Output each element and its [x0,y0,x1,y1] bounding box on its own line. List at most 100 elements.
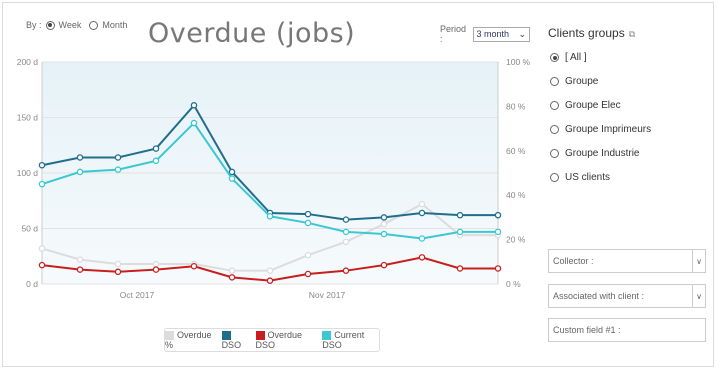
data-point[interactable] [228,267,236,274]
month-label[interactable]: Month [102,20,128,30]
group-radio[interactable] [550,173,559,182]
filter-field[interactable]: Collector : ∨ [548,249,706,273]
y-right-tick-label: 60 % [506,146,526,156]
legend-label: Current DSO [322,329,365,351]
group-option[interactable]: Groupe Imprimeurs [550,124,651,148]
data-point[interactable] [380,220,388,228]
data-point[interactable] [228,168,236,176]
groups-list: [ All ] Groupe Groupe Elec Groupe Imprimeur… [550,52,651,196]
data-point[interactable] [266,277,274,284]
panel-title: Clients groups ⧉ [548,26,635,40]
data-point[interactable] [304,210,312,218]
legend-item[interactable]: Current DSO [322,330,379,350]
data-point[interactable] [38,245,46,252]
group-label: [ All ] [565,52,587,63]
y-right-tick-label: 20 % [506,235,526,245]
group-radio[interactable] [550,101,559,110]
data-point[interactable] [76,154,84,161]
data-point[interactable] [114,260,122,268]
data-point[interactable] [152,157,160,165]
data-point[interactable] [190,262,198,270]
filter-label: Custom field #1 : [553,325,621,335]
data-point[interactable] [380,214,388,221]
data-point[interactable] [418,209,426,217]
legend-swatch [255,331,265,341]
data-point[interactable] [228,175,236,182]
legend-swatch [221,331,231,341]
data-point[interactable] [152,260,160,268]
group-option[interactable]: Groupe Elec [550,100,651,124]
data-point[interactable] [76,256,84,263]
data-point[interactable] [190,119,198,127]
filter-label: Associated with client : [553,291,645,301]
y-right-tick-label: 40 % [506,190,526,200]
data-point[interactable] [190,102,198,109]
data-point[interactable] [114,166,122,173]
group-option[interactable]: US clients [550,172,651,196]
data-point[interactable] [38,180,46,188]
data-point[interactable] [342,216,350,223]
data-point[interactable] [418,254,426,261]
data-point[interactable] [342,267,350,274]
group-option[interactable]: [ All ] [550,52,651,76]
legend-swatch [165,331,174,341]
data-point[interactable] [152,145,160,152]
data-point[interactable] [494,265,502,272]
y-right-tick-label: 100 % [506,57,530,67]
x-tick-label: Oct 2017 [120,290,155,300]
data-point[interactable] [304,251,312,259]
clients-groups-panel: Clients groups ⧉ [ All ] Groupe Groupe Elec… [532,0,718,371]
data-point[interactable] [494,228,502,236]
data-point[interactable] [228,274,236,281]
group-option[interactable]: Groupe [550,76,651,100]
legend-item[interactable]: Overdue % [165,330,216,350]
chevron-down-icon[interactable]: ∨ [692,285,705,307]
data-point[interactable] [38,261,46,269]
group-radio[interactable] [550,149,559,158]
data-point[interactable] [304,270,312,278]
data-point[interactable] [494,211,502,219]
group-radio[interactable] [550,77,559,86]
data-point[interactable] [380,230,388,238]
chart-legend: Overdue % DSO Overdue DSO Current DSO [164,328,380,352]
data-point[interactable] [304,219,312,227]
month-radio[interactable] [89,20,99,30]
week-label[interactable]: Week [58,20,82,30]
week-radio[interactable] [45,20,55,30]
data-point[interactable] [342,228,350,236]
filter-field[interactable]: Custom field #1 : [548,318,706,342]
filter-label: Collector : [553,256,594,266]
period-select[interactable]: 3 month ⌄ [472,26,530,42]
legend-label: Overdue % [165,329,212,351]
data-point[interactable] [456,228,464,236]
data-point[interactable] [456,265,464,272]
data-point[interactable] [418,200,426,208]
legend-item[interactable]: DSO [221,330,250,350]
data-point[interactable] [342,238,350,246]
data-point[interactable] [76,168,84,176]
data-point[interactable] [114,268,122,276]
group-label: Groupe Industrie [565,148,640,159]
legend-item[interactable]: Overdue DSO [255,330,317,350]
group-radio[interactable] [550,53,559,62]
group-option[interactable]: Groupe Industrie [550,148,651,172]
data-point[interactable] [114,154,122,161]
y-left-tick-label: 0 d [26,279,38,289]
data-point[interactable] [418,235,426,242]
data-point[interactable] [152,266,160,273]
filter-field[interactable]: Associated with client : ∨ [548,284,706,308]
data-point[interactable] [266,267,274,274]
group-label: US clients [565,172,611,183]
data-point[interactable] [38,161,46,169]
external-link-icon[interactable]: ⧉ [628,29,636,39]
data-point[interactable] [456,211,464,219]
data-point[interactable] [380,261,388,269]
page-title: Overdue (jobs) [148,18,356,49]
group-radio[interactable] [550,125,559,134]
chevron-down-icon[interactable]: ∨ [692,250,705,272]
data-point[interactable] [266,213,274,220]
panel-title-text: Clients groups [548,26,625,40]
chevron-down-icon: ⌄ [518,28,526,39]
period-selector[interactable]: Period : 3 month ⌄ [440,24,530,44]
data-point[interactable] [76,266,84,273]
